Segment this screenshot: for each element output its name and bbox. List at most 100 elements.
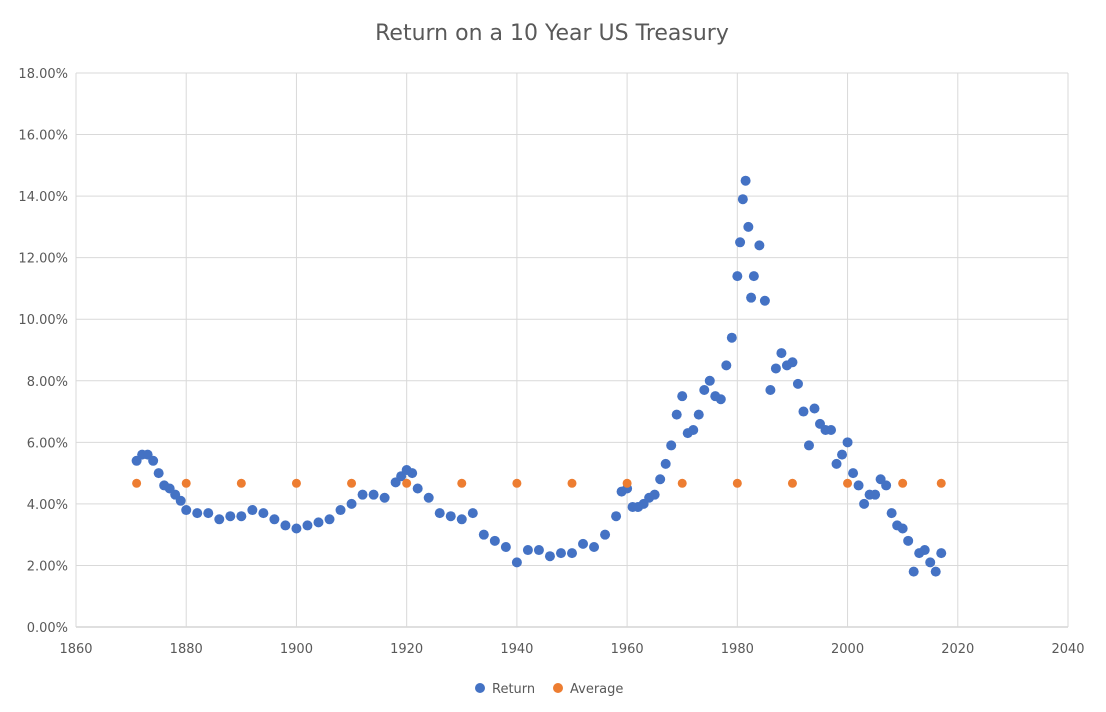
data-point-return bbox=[236, 511, 247, 522]
data-point-return bbox=[280, 520, 291, 531]
data-point-return bbox=[655, 474, 666, 485]
data-point-average bbox=[236, 478, 246, 488]
data-point-average bbox=[347, 478, 357, 488]
data-point-return bbox=[809, 403, 820, 414]
x-tick-label: 1960 bbox=[611, 642, 644, 657]
legend-label: Average bbox=[570, 682, 623, 697]
data-point-return bbox=[247, 505, 258, 516]
series-average bbox=[132, 478, 946, 488]
data-point-return bbox=[908, 566, 919, 577]
x-tick-label: 2020 bbox=[941, 642, 974, 657]
data-point-return bbox=[848, 468, 859, 479]
data-point-return bbox=[578, 538, 589, 549]
data-point-return bbox=[533, 545, 544, 556]
series-return bbox=[131, 175, 947, 577]
legend: Return Average bbox=[475, 682, 623, 697]
data-point-average bbox=[843, 478, 853, 488]
data-point-return bbox=[511, 557, 522, 568]
data-point-return bbox=[368, 489, 379, 500]
data-point-return bbox=[859, 498, 870, 509]
data-point-average bbox=[132, 478, 142, 488]
legend-item-return: Return bbox=[475, 682, 535, 697]
data-point-return bbox=[735, 237, 746, 248]
data-point-return bbox=[897, 523, 908, 534]
x-axis-tick-labels: 1860 1880 1900 1920 1940 1960 1980 2000 2020 2040 bbox=[59, 642, 1084, 657]
x-tick-label: 1900 bbox=[280, 642, 313, 657]
data-point-return bbox=[214, 514, 225, 525]
data-point-return bbox=[740, 175, 751, 186]
data-point-return bbox=[919, 545, 930, 556]
x-tick-label: 1940 bbox=[500, 642, 533, 657]
data-point-return bbox=[765, 385, 776, 396]
chart-title: Return on a 10 Year US Treasury bbox=[375, 21, 729, 46]
data-point-return bbox=[721, 360, 732, 371]
data-point-return bbox=[737, 194, 748, 205]
data-point-return bbox=[853, 480, 864, 491]
data-point-return bbox=[203, 508, 214, 519]
data-point-return bbox=[826, 425, 837, 436]
data-point-return bbox=[746, 292, 757, 303]
data-point-return bbox=[837, 449, 848, 460]
data-point-average bbox=[567, 478, 577, 488]
y-tick-label: 14.00% bbox=[18, 190, 68, 205]
data-point-return bbox=[412, 483, 423, 494]
data-point-return bbox=[831, 458, 842, 469]
data-point-return bbox=[611, 511, 622, 522]
y-tick-label: 12.00% bbox=[18, 252, 68, 267]
data-point-return bbox=[478, 529, 489, 540]
y-tick-label: 6.00% bbox=[27, 436, 68, 451]
data-point-return bbox=[759, 295, 770, 306]
data-point-return bbox=[225, 511, 236, 522]
data-point-return bbox=[346, 498, 357, 509]
data-point-return bbox=[870, 489, 881, 500]
data-point-return bbox=[589, 541, 600, 552]
data-point-return bbox=[324, 514, 335, 525]
data-point-return bbox=[407, 468, 418, 479]
data-point-return bbox=[456, 514, 467, 525]
y-tick-label: 2.00% bbox=[27, 559, 68, 574]
data-point-return bbox=[649, 489, 660, 500]
data-point-return bbox=[660, 458, 671, 469]
data-point-average bbox=[291, 478, 301, 488]
data-point-average bbox=[898, 478, 908, 488]
data-point-return bbox=[886, 508, 897, 519]
data-point-return bbox=[445, 511, 456, 522]
data-point-average bbox=[181, 478, 191, 488]
data-point-return bbox=[666, 440, 677, 451]
data-point-return bbox=[192, 508, 203, 519]
data-point-average bbox=[512, 478, 522, 488]
data-point-return bbox=[434, 508, 445, 519]
data-point-return bbox=[379, 492, 390, 503]
data-point-return bbox=[258, 508, 269, 519]
data-point-return bbox=[671, 409, 682, 420]
x-tick-label: 1860 bbox=[59, 642, 92, 657]
data-point-return bbox=[732, 271, 743, 282]
data-point-average bbox=[732, 478, 742, 488]
x-tick-label: 1980 bbox=[721, 642, 754, 657]
data-point-return bbox=[842, 437, 853, 448]
data-point-return bbox=[467, 508, 478, 519]
data-point-return bbox=[313, 517, 324, 528]
data-point-return bbox=[748, 271, 759, 282]
data-point-return bbox=[754, 240, 765, 251]
y-tick-label: 4.00% bbox=[27, 498, 68, 513]
data-point-return bbox=[930, 566, 941, 577]
y-tick-label: 8.00% bbox=[27, 375, 68, 390]
data-point-return bbox=[699, 385, 710, 396]
data-point-average bbox=[677, 478, 687, 488]
data-point-return bbox=[153, 468, 164, 479]
data-point-return bbox=[544, 551, 555, 562]
data-point-average bbox=[936, 478, 946, 488]
data-point-average bbox=[622, 478, 632, 488]
data-point-return bbox=[148, 455, 159, 466]
data-point-return bbox=[555, 548, 566, 559]
x-tick-label: 1880 bbox=[170, 642, 203, 657]
data-point-return bbox=[925, 557, 936, 568]
legend-label: Return bbox=[492, 682, 535, 697]
data-point-return bbox=[357, 489, 368, 500]
data-point-return bbox=[715, 394, 726, 405]
data-point-return bbox=[726, 332, 737, 343]
data-point-return bbox=[175, 495, 186, 506]
